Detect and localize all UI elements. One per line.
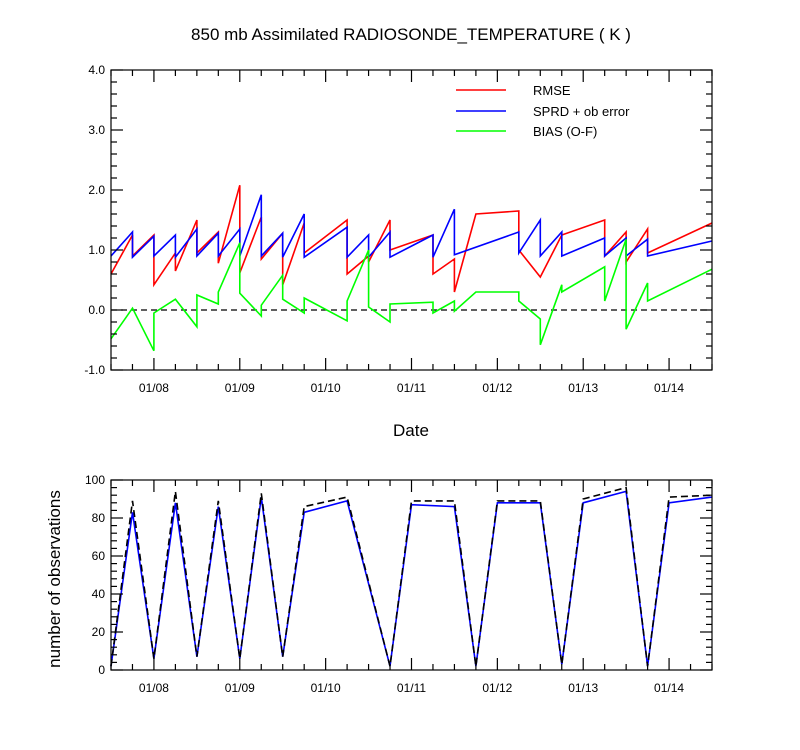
top-y-tick-label: 2.0 [88, 183, 105, 197]
top-x-tick-label: 01/12 [482, 381, 512, 395]
top-series-line-sprd-ob-error [110, 194, 713, 260]
y-axis-title-observations: number of observations [45, 490, 64, 668]
legend-label-rmse: RMSE [533, 83, 571, 98]
bottom-y-tick-label: 20 [92, 625, 106, 639]
x-axis-title: Date [393, 421, 429, 440]
top-x-tick-label: 01/09 [225, 381, 255, 395]
bottom-x-tick-label: 01/14 [654, 681, 684, 695]
top-y-tick-label: 4.0 [88, 63, 105, 77]
legend-label-bias: BIAS (O-F) [533, 124, 597, 139]
top-x-tick-label: 01/08 [139, 381, 169, 395]
top-y-tick-label: 3.0 [88, 123, 105, 137]
legend-label-sprd: SPRD + ob error [533, 104, 630, 119]
top-x-tick-label: 01/13 [568, 381, 598, 395]
top-x-tick-label: 01/10 [311, 381, 341, 395]
top-y-tick-label: 1.0 [88, 243, 105, 257]
bottom-plot-area: 01/08 01/09 01/10 01/11 01/12 01/13 01/14 0 20 40… [85, 473, 713, 695]
top-x-tick-label: 01/11 [397, 381, 426, 395]
bottom-y-tick-label: 40 [92, 587, 106, 601]
top-y-tick-label: 0.0 [88, 303, 105, 317]
top-series-line-rmse [110, 184, 713, 293]
bottom-y-tick-label: 0 [98, 663, 105, 677]
top-x-tick-label: 01/14 [654, 381, 684, 395]
bottom-x-tick-label: 01/11 [397, 681, 426, 695]
bottom-plot-frame [110, 479, 713, 671]
bottom-x-tick-label: 01/08 [139, 681, 169, 695]
bottom-x-tick-label: 01/09 [225, 681, 255, 695]
top-plot-frame [110, 69, 713, 371]
top-plot-area: 01/08 01/09 01/10 01/11 01/12 01/13 01/14 -1.0 0… [84, 63, 713, 395]
top-y-tick-label: -1.0 [84, 363, 105, 377]
bottom-x-tick-label: 01/10 [311, 681, 341, 695]
chart-title: 850 mb Assimilated RADIOSONDE_TEMPERATUR… [191, 25, 631, 44]
bottom-y-tick-label: 60 [92, 549, 106, 563]
legend: RMSE SPRD + ob error BIAS (O-F) [456, 83, 630, 139]
bottom-y-tick-label: 100 [85, 473, 105, 487]
top-series-line-bias-o-f [110, 238, 713, 352]
bottom-series-line-assimilated [110, 490, 713, 667]
bottom-x-tick-label: 01/12 [482, 681, 512, 695]
bottom-x-tick-label: 01/13 [568, 681, 598, 695]
bottom-y-tick-label: 80 [92, 511, 106, 525]
bottom-series-line-total [110, 486, 713, 667]
